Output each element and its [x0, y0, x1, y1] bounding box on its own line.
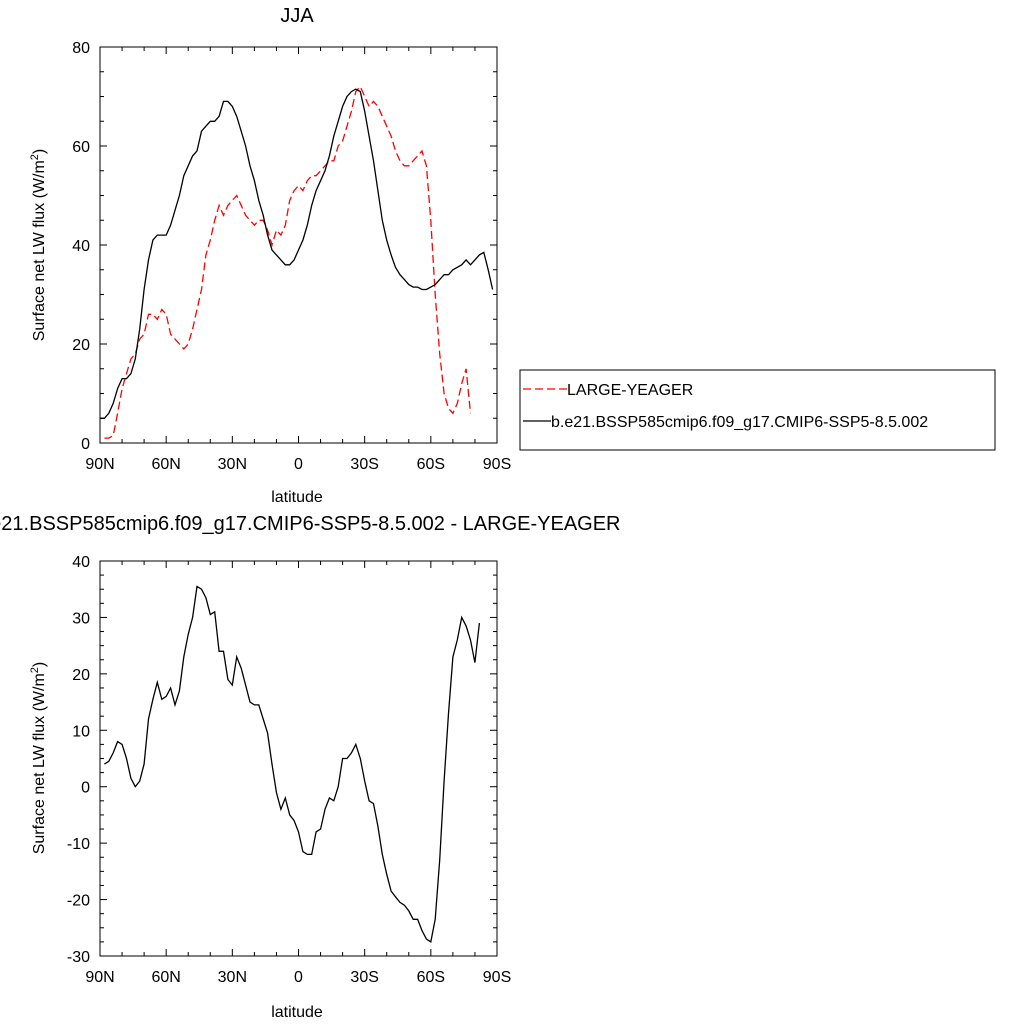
series-line-large-yeager [104, 85, 472, 439]
top-chart-title: JJA [280, 5, 314, 27]
x-tick-label-90s: 90S [483, 456, 511, 473]
top-plot-frame [99, 46, 498, 444]
legend-label-b-e21-bssp585: b.e21.BSSP585cmip6.f09_g17.CMIP6-SSP5-8.… [551, 414, 928, 431]
y-tick-label-30: 30 [72, 610, 90, 627]
bottom-chart-title: b.e21.BSSP585cmip6.f09_g17.CMIP6-SSP5-8.… [0, 513, 621, 535]
x-tick-label-60s: 60S [417, 969, 445, 986]
y-tick-label-30: -30 [67, 949, 90, 966]
x-tick-label-90n: 90N [85, 969, 114, 986]
x-tick-label-30n: 30N [218, 969, 247, 986]
x-tick-label-60n: 60N [151, 456, 180, 473]
y-tick-label-80: 80 [72, 40, 90, 57]
top-y-axis-label-end: ) [31, 149, 48, 154]
x-tick-label-90n: 90N [85, 456, 114, 473]
bottom-x-axis-label: latitude [271, 1004, 323, 1021]
bottom-chart: b.e21.BSSP585cmip6.f09_g17.CMIP6-SSP5-8.… [0, 513, 621, 1021]
legend-label-large-yeager: LARGE-YEAGER [567, 382, 693, 399]
y-tick-label-20: 20 [72, 337, 90, 354]
top-y-axis-label: Surface net LW flux (W/m2) [29, 149, 48, 342]
top-y-axis-label-main: Surface net LW flux (W/m [31, 160, 48, 341]
y-tick-label-0: 0 [81, 780, 90, 797]
x-tick-label-90s: 90S [483, 969, 511, 986]
top-x-axis: 90N 60N 30N 0 30S 60S 90S [85, 47, 511, 473]
y-tick-label-40: 40 [72, 554, 90, 571]
y-tick-label-40: 40 [72, 238, 90, 255]
bottom-y-axis: -30 -20 -10 0 10 20 30 40 [67, 554, 497, 966]
x-tick-label-60s: 60S [417, 456, 445, 473]
y-tick-label-10: -10 [67, 836, 90, 853]
x-tick-label-30s: 30S [350, 969, 378, 986]
y-tick-label-20: 20 [72, 667, 90, 684]
legend-box [519, 369, 996, 451]
bottom-y-axis-label-main: Surface net LW flux (W/m [31, 673, 48, 854]
top-y-axis: 0 20 40 60 80 [72, 40, 497, 453]
y-tick-label-0: 0 [81, 436, 90, 453]
y-tick-label-10: 10 [72, 723, 90, 740]
bottom-y-axis-label: Surface net LW flux (W/m2) [29, 662, 48, 855]
x-tick-label-30n: 30N [218, 456, 247, 473]
top-y-axis-label-sup: 2 [29, 154, 41, 160]
x-tick-label-0: 0 [294, 456, 303, 473]
x-tick-label-30s: 30S [350, 456, 378, 473]
y-tick-label-20: -20 [67, 893, 90, 910]
top-x-axis-label: latitude [271, 489, 323, 506]
x-tick-label-60n: 60N [151, 969, 180, 986]
top-chart: JJA 90N 60N 30N 0 30S 60S 90S 0 20 40 60 80 latitu… [29, 5, 511, 506]
series-line-b-e21-bssp585 [100, 88, 494, 419]
y-tick-label-60: 60 [72, 139, 90, 156]
bottom-y-axis-label-sup: 2 [29, 667, 41, 673]
x-tick-label-0: 0 [294, 969, 303, 986]
bottom-x-axis: 90N 60N 30N 0 30S 60S 90S [85, 561, 511, 986]
bottom-y-axis-label-end: ) [31, 662, 48, 667]
legend: LARGE-YEAGER b.e21.BSSP585cmip6.f09_g17.… [519, 369, 996, 451]
series-line-difference [104, 585, 481, 943]
